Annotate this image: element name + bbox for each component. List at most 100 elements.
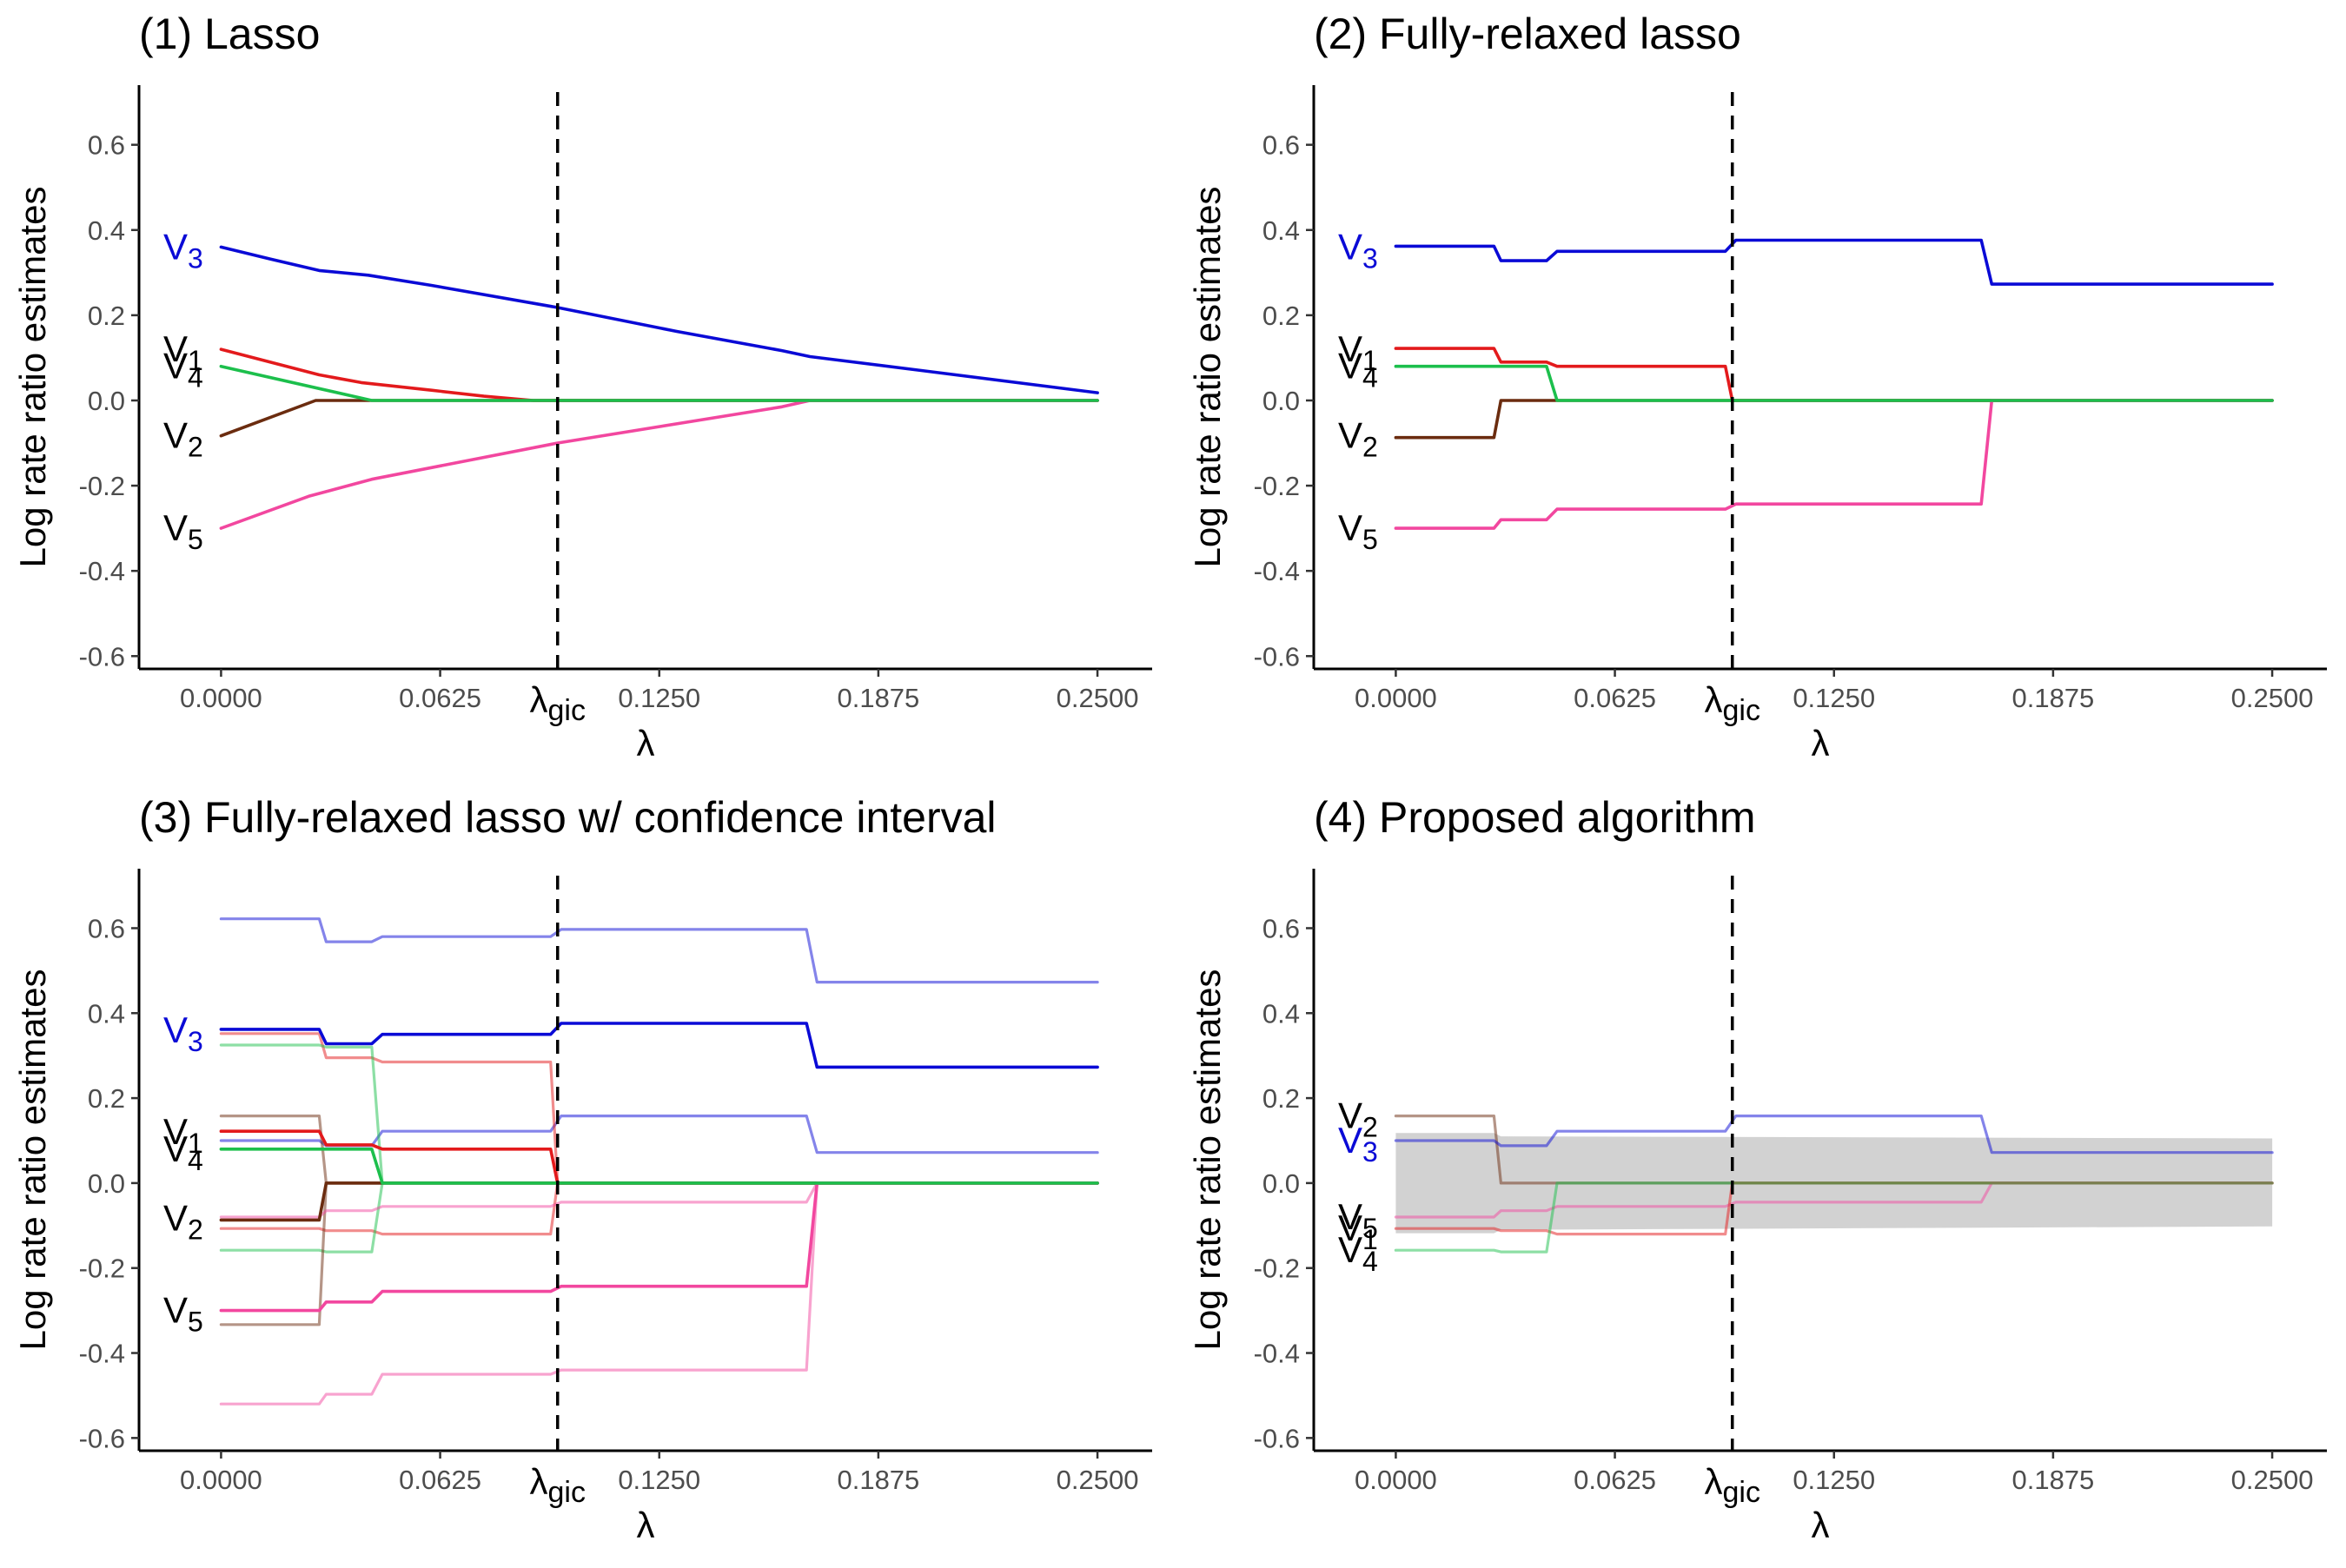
series-line-v4 <box>219 364 1099 402</box>
x-axis-title: λ <box>637 1505 655 1545</box>
y-tick-label: 0.4 <box>88 998 125 1029</box>
x-tick-label: 0.0000 <box>180 683 262 713</box>
y-tick-label: -0.4 <box>79 556 125 586</box>
y-tick-label: 0.6 <box>88 130 125 161</box>
panel-title: (4) Proposed algorithm <box>1314 793 1756 842</box>
label-v5: V5 <box>1338 507 1378 555</box>
y-tick-label: 0.2 <box>1262 1083 1300 1114</box>
y-tick-label: -0.4 <box>79 1339 125 1369</box>
label-v1: V1 <box>1338 328 1378 376</box>
label-v5: V5 <box>1338 1196 1378 1244</box>
label-v4: V4 <box>1338 346 1378 394</box>
panel-title: (2) Fully-relaxed lasso <box>1314 10 1741 58</box>
y-tick-label: -0.4 <box>1254 1339 1300 1369</box>
chart-panel-1: (1) Lasso 0.6 0.4 0.2 0.0 -0.2 -0.4 -0.6 0.0000 0… <box>12 10 1152 764</box>
x-axis-title: λ <box>1812 1505 1830 1545</box>
x-axis-title: λ <box>637 723 655 764</box>
series-line-v4 <box>1394 364 2274 402</box>
y-axis-title: Log rate ratio estimates <box>12 969 53 1351</box>
x-tick-label: 0.0000 <box>180 1465 262 1495</box>
y-axis-title: Log rate ratio estimates <box>1187 969 1228 1351</box>
panel-title: (3) Fully-relaxed lasso w/ confidence in… <box>139 793 997 842</box>
y-tick-label: -0.4 <box>1254 556 1300 586</box>
y-tick-label: 0.2 <box>88 301 125 331</box>
label-v3: V3 <box>163 226 203 274</box>
x-tick-label: 0.0625 <box>399 683 481 713</box>
series-line-v5-light <box>1394 1181 2274 1219</box>
y-tick-label: -0.6 <box>1254 1423 1300 1453</box>
y-tick-label: 0.0 <box>1262 1168 1300 1199</box>
series-line-v5 <box>219 1181 1099 1313</box>
y-tick-label: -0.6 <box>79 1423 125 1453</box>
y-tick-label: 0.0 <box>88 1168 125 1199</box>
y-tick-label: -0.6 <box>79 641 125 672</box>
y-tick-label: 0.0 <box>1262 386 1300 416</box>
x-tick-label: 0.1250 <box>618 1465 700 1495</box>
x-tick-label: 0.0625 <box>399 1465 481 1495</box>
series-line-v3-light <box>1394 1115 2274 1154</box>
series-line-v3-upper <box>219 917 1099 984</box>
series-line-v1 <box>1394 347 2274 402</box>
label-v2: V2 <box>163 1197 203 1245</box>
lambda-gic-label: λgic <box>529 679 585 727</box>
y-tick-label: -0.6 <box>1254 641 1300 672</box>
series-line-v5-lower <box>219 1181 1099 1406</box>
x-tick-label: 0.1875 <box>837 1465 919 1495</box>
chart-panel-3: (3) Fully-relaxed lasso w/ confidence in… <box>12 793 1152 1545</box>
label-v2: V2 <box>1338 415 1378 463</box>
series-line-v4-light <box>1394 1181 2274 1254</box>
label-v5: V5 <box>163 1290 203 1338</box>
lambda-gic-label: λgic <box>529 1461 585 1509</box>
chart-panel-2: (2) Fully-relaxed lasso 0.6 0.4 0.2 0.0 -0.2 -… <box>1187 10 2327 764</box>
y-tick-label: -0.2 <box>79 1254 125 1284</box>
y-tick-label: -0.2 <box>1254 1254 1300 1284</box>
x-tick-label: 0.1250 <box>618 683 700 713</box>
y-tick-label: -0.2 <box>79 471 125 501</box>
label-v2: V2 <box>1338 1095 1378 1143</box>
x-tick-label: 0.2500 <box>1057 683 1139 713</box>
x-tick-label: 0.1875 <box>2011 683 2094 713</box>
x-tick-label: 0.1875 <box>837 683 919 713</box>
label-v3: V3 <box>163 1009 203 1057</box>
label-v2: V2 <box>163 415 203 463</box>
x-axis-title: λ <box>1812 723 1830 764</box>
y-tick-label: 0.2 <box>1262 301 1300 331</box>
series-line-v4 <box>219 1148 1099 1185</box>
series-line-v3 <box>1394 238 2274 286</box>
y-tick-label: 0.4 <box>1262 215 1300 246</box>
label-v3: V3 <box>1338 1120 1378 1168</box>
label-v1: V1 <box>163 1111 203 1159</box>
y-tick-label: 0.0 <box>88 386 125 416</box>
label-v1: V1 <box>163 328 203 376</box>
x-tick-label: 0.0000 <box>1355 1465 1437 1495</box>
x-tick-label: 0.1250 <box>1793 1465 1875 1495</box>
y-tick-label: 0.6 <box>88 913 125 943</box>
x-tick-label: 0.2500 <box>2231 1465 2314 1495</box>
x-tick-label: 0.1250 <box>1793 683 1875 713</box>
panel-title: (1) Lasso <box>139 10 320 58</box>
label-v1: V1 <box>1338 1207 1378 1255</box>
y-axis-title: Log rate ratio estimates <box>12 187 53 568</box>
chart-panel-4: (4) Proposed algorithm 0.6 0.4 0.2 0.0 -0.2 -0… <box>1187 793 2327 1545</box>
series-line-v5 <box>1394 399 2274 530</box>
x-tick-label: 0.0625 <box>1574 683 1656 713</box>
lambda-gic-label: λgic <box>1704 1461 1760 1509</box>
lambda-gic-label: λgic <box>1704 679 1760 727</box>
y-tick-label: 0.6 <box>1262 130 1300 161</box>
series-line-v5-upper <box>219 1181 1099 1219</box>
y-axis-title: Log rate ratio estimates <box>1187 187 1228 568</box>
label-v3: V3 <box>1338 226 1378 274</box>
label-v4: V4 <box>1338 1229 1378 1277</box>
x-tick-label: 0.2500 <box>2231 683 2314 713</box>
label-v4: V4 <box>163 1128 203 1176</box>
x-tick-label: 0.1875 <box>2011 1465 2094 1495</box>
y-tick-label: 0.4 <box>88 215 125 246</box>
label-v5: V5 <box>163 507 203 555</box>
y-tick-label: 0.6 <box>1262 913 1300 943</box>
series-line-v1 <box>219 1129 1099 1185</box>
y-tick-label: 0.2 <box>88 1083 125 1114</box>
x-tick-label: 0.0000 <box>1355 683 1437 713</box>
y-tick-label: 0.4 <box>1262 998 1300 1029</box>
